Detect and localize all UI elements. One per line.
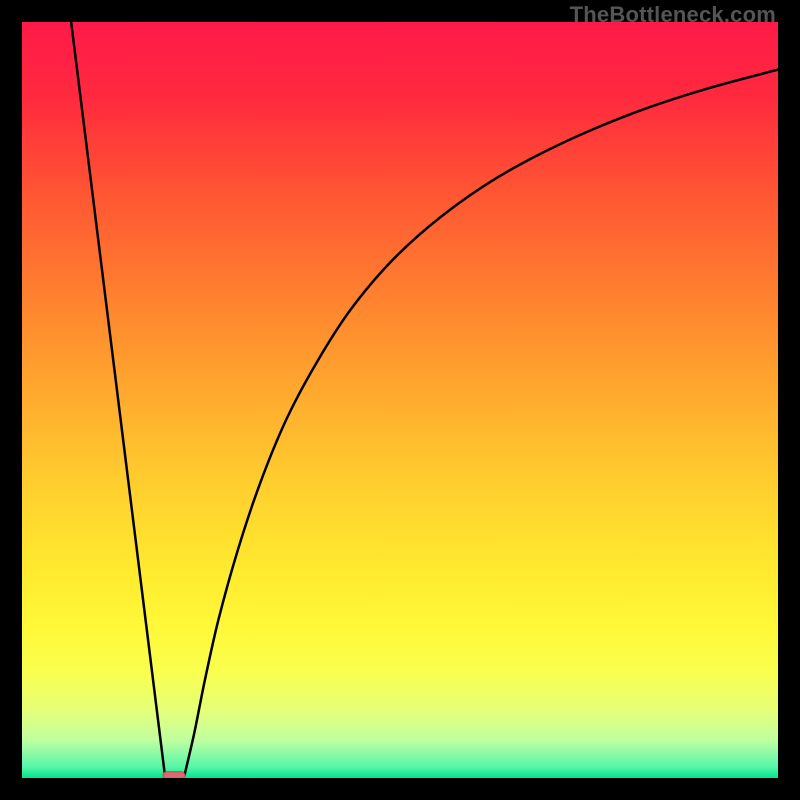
gradient-background (22, 22, 778, 778)
plot-area (22, 22, 778, 778)
plot-svg (22, 22, 778, 778)
watermark-label: TheBottleneck.com (570, 2, 776, 28)
optimal-point-marker (163, 772, 185, 778)
chart-container: TheBottleneck.com (0, 0, 800, 800)
